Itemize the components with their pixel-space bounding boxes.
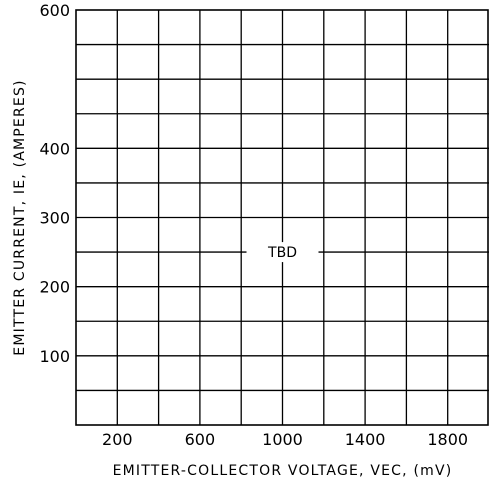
y-tick-label: 300	[39, 209, 70, 228]
x-tick-label: 1400	[345, 430, 386, 449]
x-tick-label: 1000	[262, 430, 303, 449]
x-tick-label: 1800	[427, 430, 468, 449]
y-tick-label: 600	[39, 1, 70, 20]
x-axis-ticks: 200 600 1000 1400 1800	[102, 430, 468, 449]
annotation-label: TBD	[267, 245, 297, 261]
annotation-group: TBD	[246, 242, 319, 263]
y-axis-ticks: 100 200 300 400 600	[39, 1, 70, 366]
annotation-background	[246, 242, 319, 263]
x-tick-label: 200	[102, 430, 133, 449]
y-tick-label: 100	[39, 347, 70, 366]
x-axis-title: EMITTER-COLLECTOR VOLTAGE, VEC, (mV)	[113, 463, 453, 479]
y-axis-title: EMITTER CURRENT, IE, (AMPERES)	[12, 79, 28, 355]
plot-frame	[75, 9, 489, 426]
y-tick-label: 200	[39, 278, 70, 297]
x-tick-label: 600	[185, 430, 216, 449]
y-tick-label: 400	[39, 139, 70, 158]
grid	[76, 10, 489, 425]
